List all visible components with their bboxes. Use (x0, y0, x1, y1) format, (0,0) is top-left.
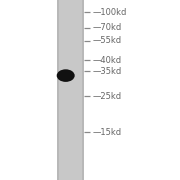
Bar (57, 0, 84, 180)
Text: —35kd: —35kd (93, 67, 122, 76)
Bar (57, 0, 59, 180)
Text: —40kd: —40kd (93, 56, 122, 65)
Text: —100kd: —100kd (93, 8, 127, 17)
Text: —70kd: —70kd (93, 23, 122, 32)
Text: —25kd: —25kd (93, 92, 122, 101)
Ellipse shape (57, 69, 75, 82)
Text: —55kd: —55kd (93, 36, 122, 45)
Text: —15kd: —15kd (93, 128, 122, 137)
Bar (82, 0, 84, 180)
